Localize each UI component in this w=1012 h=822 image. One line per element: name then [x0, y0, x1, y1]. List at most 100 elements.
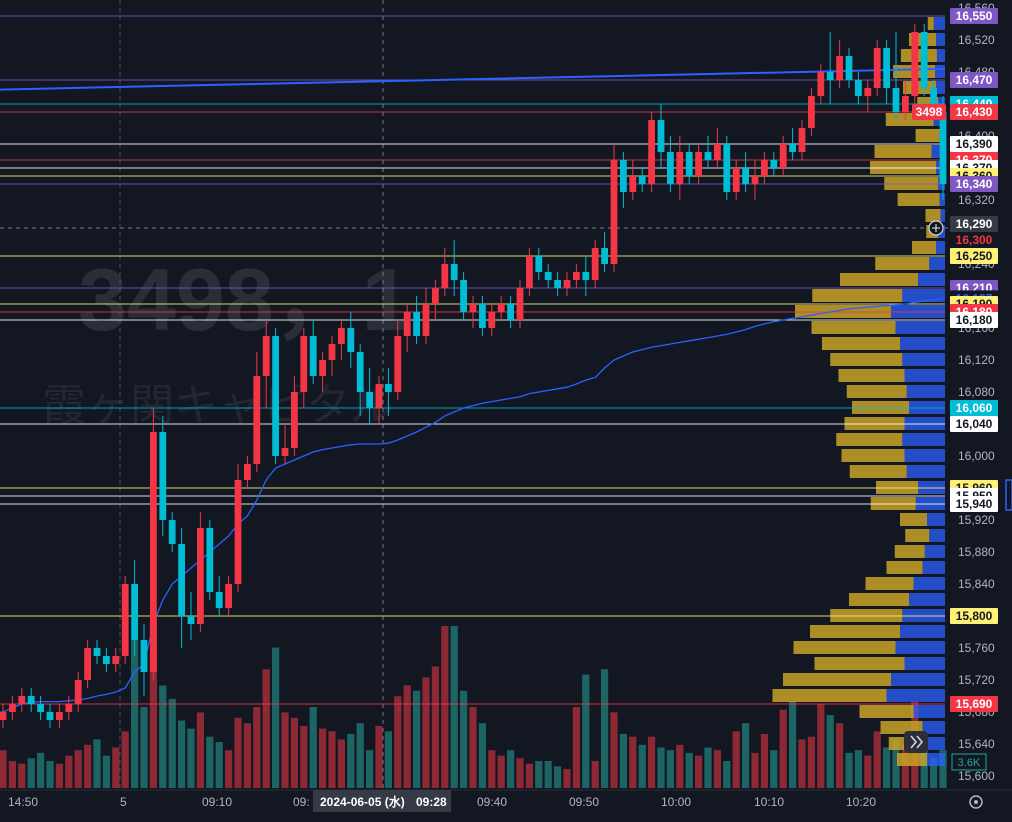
candle-body — [74, 680, 82, 704]
volume-bar — [770, 750, 778, 788]
profile-bar-sell — [895, 641, 945, 654]
price-label: 16,300 — [950, 232, 998, 248]
candle-body — [573, 272, 580, 280]
candle-body — [300, 336, 308, 392]
profile-bar-buy — [865, 577, 914, 590]
candle-body — [131, 584, 138, 640]
candle-body — [855, 80, 862, 96]
candle-body — [864, 88, 872, 96]
candle-body — [403, 312, 411, 336]
candle-body — [215, 592, 223, 608]
volume-bar — [187, 728, 195, 788]
volume-bar — [272, 647, 280, 788]
candle-body — [291, 392, 298, 448]
profile-bar-sell — [922, 721, 945, 734]
candle-body — [873, 48, 881, 88]
candle-body — [563, 280, 571, 288]
price-label-text: 16,040 — [956, 417, 993, 431]
candle-body — [845, 56, 853, 80]
volume-bar — [629, 736, 637, 788]
profile-bar-sell — [904, 369, 945, 382]
price-label-text: 16,390 — [956, 137, 993, 151]
volume-bar — [497, 755, 505, 788]
price-label: 15,940 — [950, 496, 998, 512]
profile-bar-buy — [849, 465, 907, 478]
volume-bar — [713, 750, 721, 788]
volume-bar — [723, 761, 731, 788]
volume-bar — [37, 752, 45, 788]
price-tick-label: 16,080 — [958, 385, 995, 399]
add-alert-icon[interactable] — [928, 220, 944, 236]
price-label-bg — [950, 312, 998, 328]
candle-body — [441, 264, 449, 288]
profile-bar-sell — [902, 433, 945, 446]
candle-body — [93, 648, 101, 656]
volume-bar — [554, 766, 562, 788]
candle-body — [526, 256, 533, 288]
price-tick-label: 15,760 — [958, 641, 995, 655]
volume-bar — [112, 747, 120, 788]
volume-bar — [262, 669, 270, 788]
volume-bar — [845, 752, 853, 788]
candle-body — [629, 176, 637, 192]
time-tick-label: 09: — [293, 795, 310, 809]
price-label-bg — [950, 400, 998, 416]
profile-bar-sell — [895, 321, 945, 334]
volume-bar — [544, 761, 552, 788]
volume-bar — [309, 707, 317, 788]
volume-bar — [441, 626, 449, 788]
last-price-tag: 3498 — [912, 104, 946, 120]
profile-bar-buy — [810, 625, 900, 638]
profile-bar-buy — [912, 241, 936, 254]
price-label-bg — [950, 176, 998, 192]
right-edge-handle[interactable] — [1005, 479, 1012, 511]
time-tick-label: 09:50 — [569, 795, 599, 809]
volume-bar — [319, 728, 327, 788]
price-tick-label: 15,720 — [958, 673, 995, 687]
profile-bar-buy — [841, 449, 905, 462]
profile-bar-buy — [894, 545, 925, 558]
candle-body — [27, 696, 35, 704]
candle-body — [112, 656, 120, 664]
price-axis[interactable]: 16,56016,52016,48016,44016,40016,36016,3… — [912, 0, 1012, 790]
time-tick-label: 14:50 — [8, 795, 38, 809]
volume-tag: 3.6K — [951, 753, 987, 771]
profile-bar-sell — [902, 353, 945, 366]
candle-body — [140, 640, 148, 672]
volume-bar — [168, 698, 176, 788]
candle-body — [488, 312, 496, 328]
scroll-to-realtime-button[interactable] — [904, 731, 928, 753]
profile-bar-sell — [918, 273, 945, 286]
trendline[interactable] — [0, 67, 946, 91]
volume-bar — [46, 761, 54, 788]
price-label-text: 15,690 — [956, 697, 993, 711]
profile-bar-sell — [904, 657, 945, 670]
volume-bar — [131, 639, 139, 788]
price-label-text: 15,800 — [956, 609, 993, 623]
session-dividers — [0, 0, 948, 790]
price-label-bg — [950, 72, 998, 88]
candle-body — [18, 696, 26, 704]
candle-body — [902, 96, 909, 112]
volume-bar — [84, 744, 92, 788]
profile-bar-sell — [922, 561, 945, 574]
profile-bar-sell — [927, 513, 945, 526]
volume-bar — [366, 750, 374, 788]
horizontal-levels — [0, 15, 945, 705]
profile-bar-buy — [900, 513, 927, 526]
profile-bar-buy — [886, 561, 923, 574]
profile-bar-buy — [880, 721, 923, 734]
volume-bar — [469, 707, 477, 788]
volume-bar — [601, 669, 609, 788]
volume-bar — [666, 750, 674, 788]
volume-bar — [375, 725, 383, 788]
candle-body — [178, 544, 185, 616]
settings-gear-icon[interactable] — [969, 795, 983, 809]
volume-bar — [253, 707, 261, 788]
volume-bar — [563, 769, 571, 788]
candle-body — [648, 120, 655, 184]
time-axis[interactable]: 14:50 5 09:10 09: 09:40 09:50 10:00 10:10 10:20 … — [0, 789, 1012, 817]
volume-bar — [591, 761, 599, 788]
